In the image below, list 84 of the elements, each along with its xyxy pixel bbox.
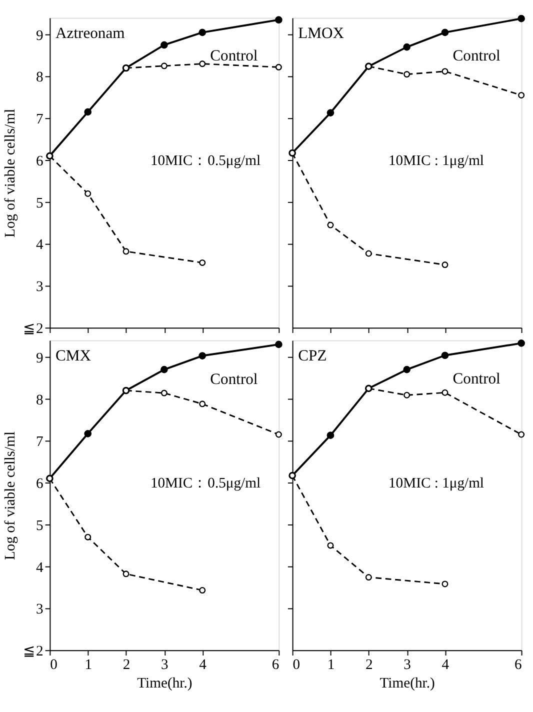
y-tick-label: 3 bbox=[36, 279, 44, 296]
y-tick-label: 3 bbox=[36, 602, 44, 618]
point bbox=[365, 250, 372, 257]
point bbox=[327, 542, 334, 549]
point bbox=[518, 92, 525, 98]
point bbox=[327, 222, 334, 228]
y-tick-label: 5 bbox=[36, 195, 44, 212]
point bbox=[198, 352, 206, 360]
point bbox=[160, 366, 168, 374]
point bbox=[518, 340, 525, 347]
chart-title: LMOX bbox=[298, 25, 344, 42]
point bbox=[84, 108, 92, 116]
y-tick-label: 9 bbox=[36, 28, 44, 44]
point bbox=[199, 60, 206, 68]
series-label: Control bbox=[452, 370, 502, 388]
point bbox=[199, 400, 206, 408]
y-tick-label: 8 bbox=[36, 70, 44, 86]
x-tick-label: 2 bbox=[365, 657, 373, 674]
y-tick-label: 7 bbox=[36, 434, 44, 450]
y-tick-label: 4 bbox=[36, 560, 44, 576]
series-label: Control bbox=[452, 48, 502, 65]
y-tick-label: 4 bbox=[36, 237, 44, 254]
x-tick-label: 0 bbox=[292, 657, 300, 674]
point bbox=[326, 432, 334, 439]
x-tick-label: 3 bbox=[404, 657, 411, 674]
x-tick-label: 4 bbox=[442, 657, 450, 674]
point bbox=[84, 534, 92, 540]
x-tick-label: 4 bbox=[199, 657, 208, 674]
point bbox=[518, 14, 525, 22]
point bbox=[122, 248, 130, 255]
point bbox=[199, 587, 206, 594]
point bbox=[518, 431, 525, 438]
chart-title: CPZ bbox=[298, 348, 327, 365]
annotation: 10MIC : 1μg/ml bbox=[388, 476, 484, 492]
annotation: 10MIC：0.5μg/ml bbox=[150, 153, 261, 170]
y-axis-title: Log of viable cells/ml bbox=[2, 108, 19, 238]
x-tick-label: 0 bbox=[50, 657, 58, 674]
x-tick-label: 1 bbox=[327, 657, 335, 674]
x-axis-title: Time(hr.) bbox=[137, 676, 192, 692]
y-tick-label: 8 bbox=[36, 392, 44, 408]
y-tick-label: 7 bbox=[36, 112, 44, 128]
point bbox=[160, 390, 168, 396]
x-axis-title: Time(hr.) bbox=[380, 676, 435, 692]
y-tick-label: ≦2 bbox=[23, 644, 44, 660]
point bbox=[365, 574, 372, 581]
x-tick-label: 1 bbox=[84, 657, 92, 674]
y-tick-label: 9 bbox=[36, 350, 44, 366]
point bbox=[160, 41, 168, 49]
point bbox=[441, 28, 449, 36]
point bbox=[442, 68, 448, 75]
point bbox=[198, 28, 206, 36]
series-label: Control bbox=[210, 371, 258, 388]
y-tick-label: ≦2 bbox=[23, 320, 44, 337]
y-tick-label: 6 bbox=[36, 476, 44, 492]
point bbox=[84, 190, 92, 197]
series-label: Control bbox=[210, 48, 258, 65]
annotation: 10MIC：0.5μg/ml bbox=[150, 476, 261, 492]
chart-title: CMX bbox=[56, 348, 92, 365]
point bbox=[404, 71, 410, 78]
x-tick-label: 6 bbox=[272, 657, 280, 674]
point bbox=[442, 389, 448, 396]
point bbox=[326, 109, 334, 116]
point bbox=[403, 366, 410, 374]
point bbox=[441, 352, 449, 360]
point bbox=[275, 431, 282, 438]
y-tick-label: 5 bbox=[36, 518, 44, 534]
chart-title: Aztreonam bbox=[56, 25, 125, 42]
point bbox=[160, 62, 168, 70]
y-tick-label: 6 bbox=[36, 153, 44, 170]
point bbox=[275, 340, 282, 348]
y-axis-title: Log of viable cells/ml bbox=[2, 431, 19, 560]
point bbox=[275, 64, 282, 70]
point bbox=[442, 580, 448, 588]
point bbox=[403, 43, 410, 51]
point bbox=[442, 262, 448, 268]
point bbox=[404, 392, 410, 398]
x-tick-label: 6 bbox=[514, 657, 522, 674]
x-tick-label: 3 bbox=[161, 657, 168, 674]
annotation: 10MIC : 1μg/ml bbox=[388, 153, 484, 170]
point bbox=[84, 430, 92, 438]
x-tick-label: 2 bbox=[122, 657, 130, 674]
point bbox=[199, 259, 206, 266]
point bbox=[275, 16, 282, 24]
point bbox=[122, 570, 130, 578]
